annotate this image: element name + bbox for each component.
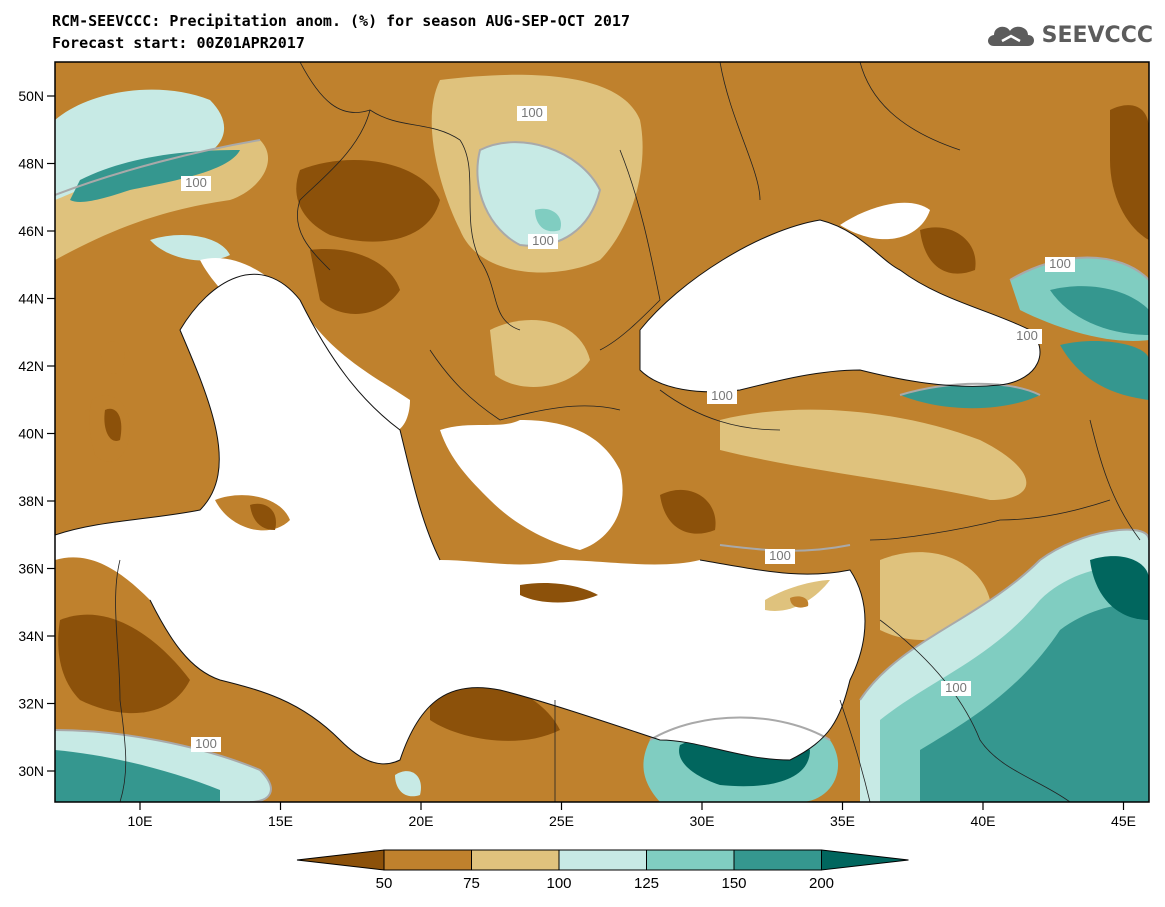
lon-tick-label: 25E [549, 813, 574, 829]
contour-label: 100 [1016, 328, 1038, 343]
lon-tick-label: 15E [268, 813, 293, 829]
wet-anomaly-region [150, 235, 230, 261]
very-dry-region [310, 249, 400, 314]
contour-label-bg [707, 389, 737, 404]
black-sea [640, 220, 1040, 392]
contour-label-bg [181, 176, 211, 191]
colorbar-label: 75 [463, 875, 480, 892]
contour-label: 100 [1049, 256, 1071, 271]
wet-anomaly-region [70, 150, 240, 202]
lat-tick-label: 44N [18, 291, 44, 307]
crete-island [520, 583, 598, 603]
colorbar-segment [383, 849, 472, 871]
coastlines [55, 219, 1041, 765]
sea-of-azov [840, 202, 930, 240]
contour-labels: 100 100 100 100 100 100 100 100 100 [181, 105, 1075, 752]
very-dry-region [104, 408, 122, 441]
contour-label: 100 [711, 388, 733, 403]
lat-tick-label: 38N [18, 493, 44, 509]
lon-tick-label: 35E [830, 813, 855, 829]
colorbar-high-arrow [821, 849, 909, 871]
contour-label-bg [765, 549, 795, 564]
colorbar-label: 200 [809, 875, 834, 892]
wet-anomaly-region [1060, 340, 1149, 400]
very-dry-region [296, 160, 440, 242]
dry-anomaly-region [490, 320, 590, 387]
cyprus-island [765, 580, 830, 611]
contour-lines-100 [55, 139, 1149, 802]
contour-label-bg [1012, 329, 1042, 344]
contour-label-bg [941, 681, 971, 696]
contour-label: 100 [532, 233, 554, 248]
contour-label-bg [528, 234, 558, 249]
lat-tick-label: 48N [18, 156, 44, 172]
aegean-sea [440, 420, 623, 550]
very-dry-region [250, 503, 276, 530]
wet-anomaly-region [55, 750, 220, 802]
wet-anomaly-region [920, 604, 1149, 802]
lat-tick-label: 34N [18, 628, 44, 644]
map-title: RCM-SEEVCCC: Precipitation anom. (%) for… [52, 12, 630, 30]
wet-anomaly-region [395, 771, 421, 797]
colorbar-label: 100 [546, 875, 571, 892]
lat-tick-label: 32N [18, 696, 44, 712]
seevccc-logo: SEEVCCC [984, 20, 1153, 50]
colorbar-low-arrow [296, 849, 385, 871]
wet-anomaly-region [900, 383, 1040, 409]
very-dry-region [58, 614, 191, 714]
lat-tick-label: 30N [18, 763, 44, 779]
colorbar-segment [471, 849, 560, 871]
colorbar-label: 50 [376, 875, 393, 892]
forecast-start-label: Forecast start: 00Z01APR2017 [52, 34, 305, 52]
lon-tick-label: 40E [971, 813, 996, 829]
wet-anomaly-region [477, 142, 600, 246]
country-borders [115, 62, 1141, 802]
cloud-logo-icon [987, 26, 1034, 46]
lat-tick-label: 36N [18, 561, 44, 577]
dry-anomaly-region [55, 140, 269, 260]
contour-label: 100 [185, 175, 207, 190]
lon-tick-label: 10E [128, 813, 153, 829]
lat-tick-label: 42N [18, 358, 44, 374]
lon-tick-label: 20E [409, 813, 434, 829]
mediterranean-sea [55, 274, 865, 764]
colorbar-label: 150 [721, 875, 746, 892]
contour-label: 100 [195, 736, 217, 751]
very-dry-region [660, 489, 716, 534]
contour-label: 100 [521, 105, 543, 120]
wet-anomaly-region [535, 208, 561, 232]
dry-anomaly-region [720, 409, 1027, 500]
lon-tick-label: 45E [1111, 813, 1136, 829]
lat-tick-label: 40N [18, 426, 44, 442]
wet-anomaly-region [1050, 286, 1149, 335]
very-dry-region [920, 227, 976, 274]
logo-text: SEEVCCC [1041, 22, 1153, 48]
adriatic-sea [200, 258, 410, 433]
colorbar: 50 75 100 125 150 200 [296, 849, 909, 892]
contour-label-bg [517, 106, 547, 121]
colorbar-label: 125 [634, 875, 659, 892]
longitude-axis: 10E 15E 20E 25E 30E 35E 40E 45E [128, 802, 1136, 829]
contour-label-bg [191, 737, 221, 752]
colorbar-segment [733, 849, 822, 871]
colorbar-segment [646, 849, 735, 871]
contour-label: 100 [769, 548, 791, 563]
corsica-island [100, 341, 125, 374]
lat-tick-label: 46N [18, 223, 44, 239]
contour-label-bg [1045, 257, 1075, 272]
wet-anomaly-region [1090, 556, 1149, 620]
very-dry-region [430, 677, 560, 741]
contour-label: 100 [945, 680, 967, 695]
map-fill [55, 62, 1149, 802]
lon-tick-label: 30E [690, 813, 715, 829]
colorbar-segment [558, 849, 647, 871]
lat-tick-label: 50N [18, 88, 44, 104]
very-dry-region [1110, 105, 1149, 241]
map-frame [54, 61, 1150, 803]
latitude-axis: 50N 48N 46N 44N 42N 40N 38N 36N 34N 32N 30N [18, 88, 55, 779]
cyprus-island [790, 596, 809, 608]
